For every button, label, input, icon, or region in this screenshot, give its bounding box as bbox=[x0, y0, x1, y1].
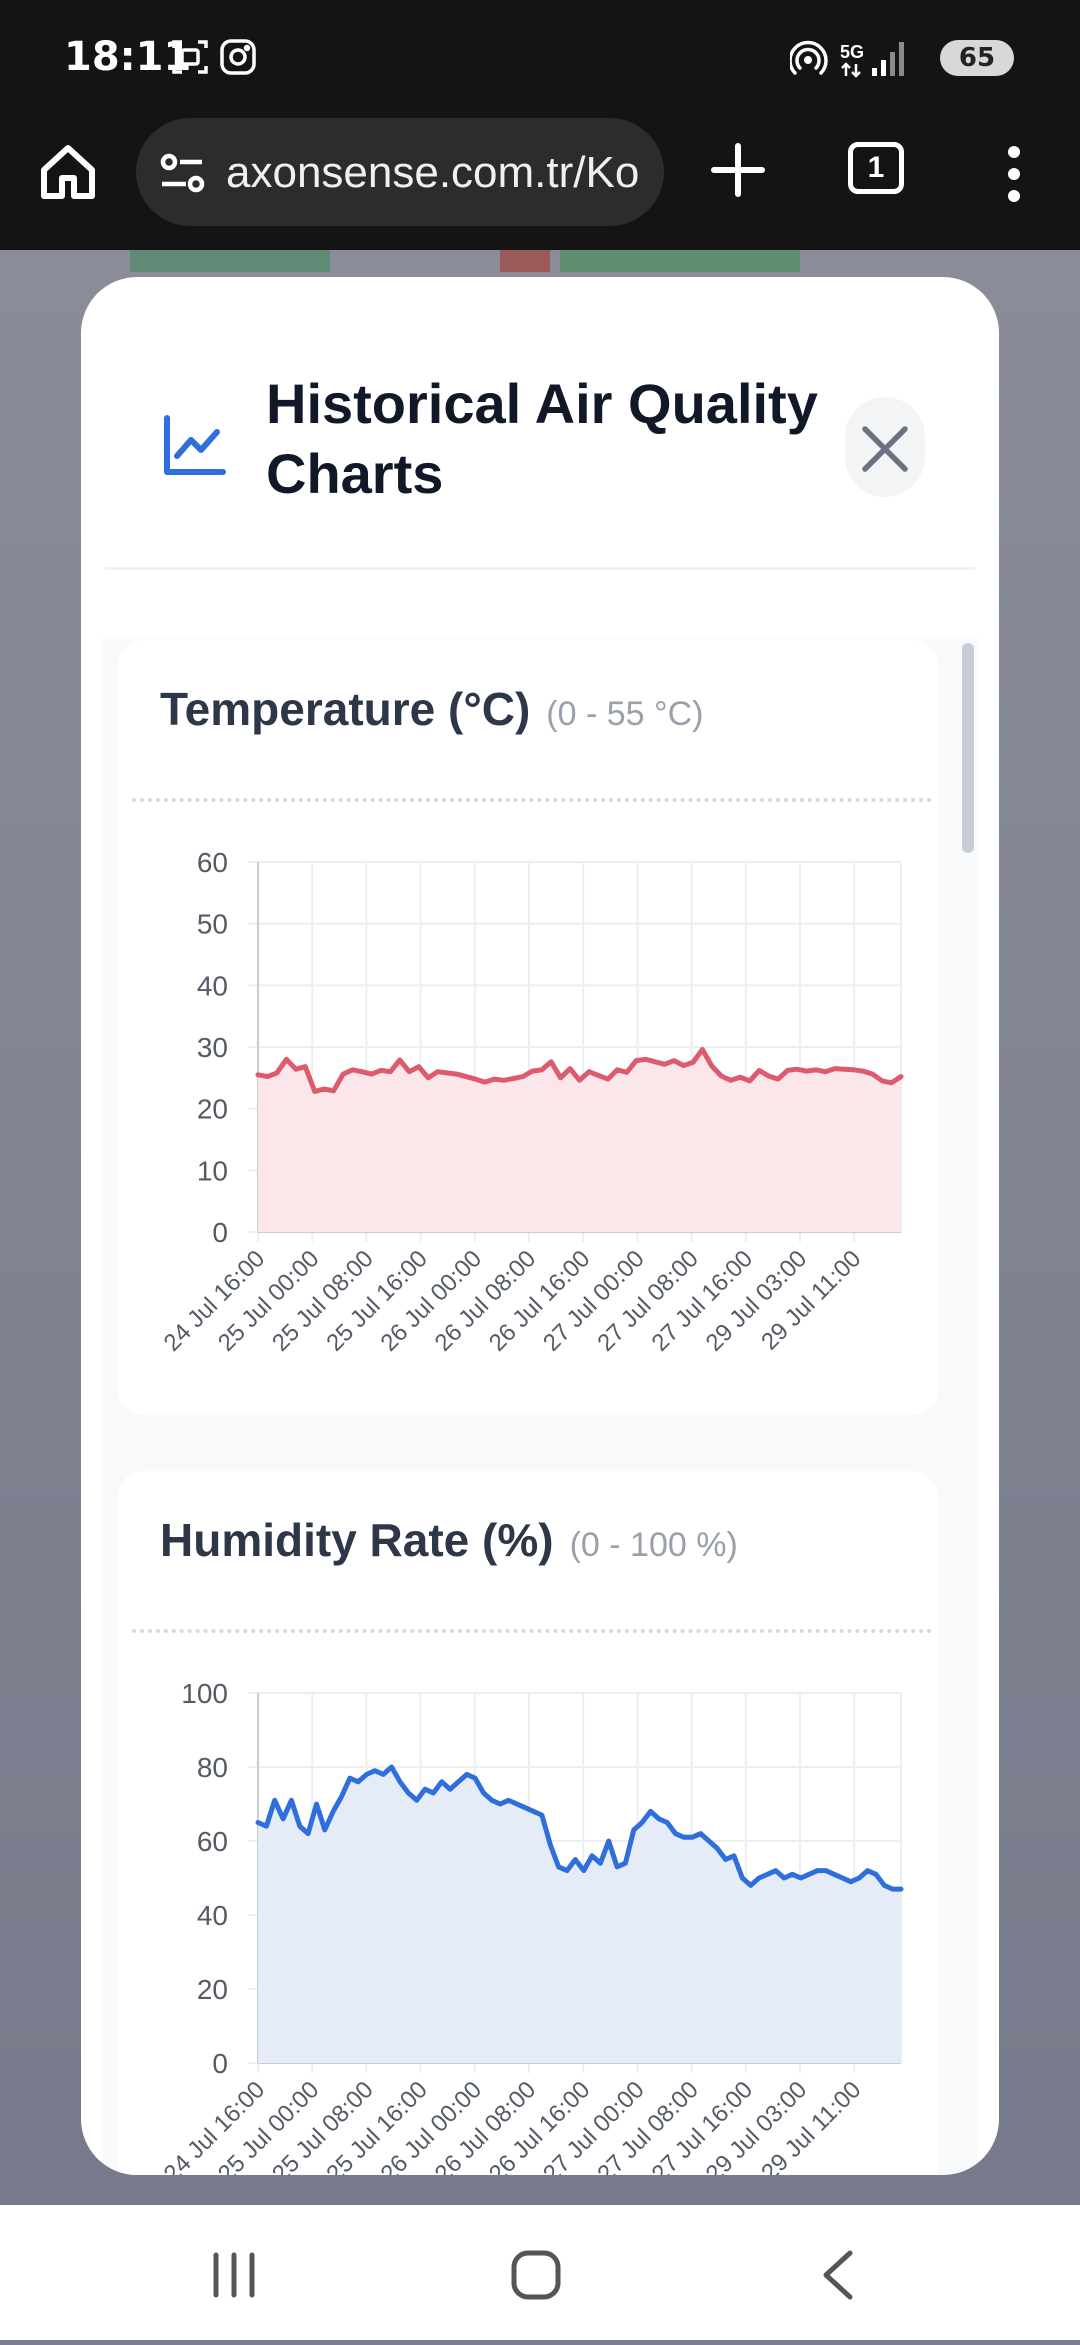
plus-icon bbox=[706, 138, 770, 202]
temperature-range: (0 - 55 °C) bbox=[546, 695, 703, 733]
back-icon bbox=[826, 2253, 850, 2297]
modal-header: Historical Air Quality Charts bbox=[81, 277, 999, 567]
site-settings-icon bbox=[158, 148, 208, 198]
back-button[interactable] bbox=[826, 2253, 850, 2297]
close-button[interactable] bbox=[845, 397, 925, 497]
y-tick-label: 0 bbox=[212, 2048, 228, 2079]
humidity-title-row: Humidity Rate (%) (0 - 100 %) bbox=[160, 1513, 738, 1567]
y-tick-label: 10 bbox=[197, 1155, 228, 1186]
card-divider bbox=[132, 1629, 932, 1633]
y-tick-label: 60 bbox=[197, 847, 228, 878]
more-options-button[interactable] bbox=[1002, 144, 1026, 209]
instagram-icon bbox=[222, 41, 254, 73]
url-text: axonsense.com.tr/Ko bbox=[226, 148, 646, 198]
close-icon bbox=[845, 397, 925, 497]
temperature-title: Temperature (°C) bbox=[160, 683, 530, 735]
backdrop-strip bbox=[130, 250, 330, 272]
y-tick-label: 50 bbox=[197, 909, 228, 940]
browser-toolbar: axonsense.com.tr/Ko 1 bbox=[0, 118, 1080, 250]
y-tick-label: 80 bbox=[197, 1752, 228, 1783]
more-vert-icon bbox=[1002, 144, 1026, 204]
system-nav-bar bbox=[0, 2205, 1080, 2340]
home-icon bbox=[36, 140, 100, 204]
status-icons-right: 5G bbox=[790, 36, 920, 85]
header-divider bbox=[105, 567, 975, 570]
area-fill bbox=[258, 1767, 901, 2063]
hotspot-icon bbox=[790, 43, 826, 73]
home-nav-button[interactable] bbox=[514, 2253, 558, 2297]
network-label: 5G bbox=[840, 42, 864, 62]
recent-apps-icon bbox=[216, 2255, 252, 2295]
charts-scroll-area[interactable]: Temperature (°C) (0 - 55 °C) 0 10 20 30 40 50 6… bbox=[103, 637, 977, 2175]
tabs-button[interactable]: 1 bbox=[848, 142, 904, 194]
home-button[interactable] bbox=[36, 140, 100, 204]
temperature-card: Temperature (°C) (0 - 55 °C) 0 10 20 30 40 50 6… bbox=[118, 640, 938, 1415]
y-tick-label: 20 bbox=[197, 1974, 228, 2005]
humidity-title: Humidity Rate (%) bbox=[160, 1514, 554, 1566]
y-tick-label: 0 bbox=[212, 1217, 228, 1248]
humidity-card: Humidity Rate (%) (0 - 100 %) 0 20 40 60 80 10… bbox=[118, 1471, 938, 2175]
site-settings-button[interactable] bbox=[158, 148, 208, 203]
recent-apps-button[interactable] bbox=[216, 2255, 252, 2295]
scrollbar-thumb[interactable] bbox=[962, 643, 974, 853]
y-tick-label: 100 bbox=[181, 1678, 228, 1709]
status-bar: 18:11 5G bbox=[0, 0, 1080, 118]
signal-icon bbox=[872, 42, 904, 76]
y-tick-label: 30 bbox=[197, 1032, 228, 1063]
charts-modal: Historical Air Quality Charts Temperatur… bbox=[81, 277, 999, 2175]
address-bar[interactable]: axonsense.com.tr/Ko bbox=[136, 118, 664, 226]
backdrop-strip bbox=[500, 250, 550, 272]
y-tick-label: 60 bbox=[197, 1826, 228, 1857]
y-tick-label: 40 bbox=[197, 970, 228, 1001]
card-divider bbox=[132, 798, 932, 802]
backdrop-strip bbox=[560, 250, 800, 272]
new-tab-button[interactable] bbox=[706, 138, 770, 207]
chart-line-icon bbox=[161, 412, 227, 483]
home-nav-icon bbox=[514, 2253, 558, 2297]
battery-indicator: 65 bbox=[940, 40, 1014, 76]
screenshot-icon bbox=[174, 42, 206, 72]
y-tick-label: 20 bbox=[197, 1094, 228, 1125]
network-arrows-icon bbox=[842, 64, 860, 76]
status-icons-left bbox=[172, 38, 282, 83]
modal-title: Historical Air Quality Charts bbox=[266, 369, 856, 509]
y-tick-label: 40 bbox=[197, 1900, 228, 1931]
humidity-range: (0 - 100 %) bbox=[570, 1526, 738, 1564]
temperature-title-row: Temperature (°C) (0 - 55 °C) bbox=[160, 682, 703, 736]
